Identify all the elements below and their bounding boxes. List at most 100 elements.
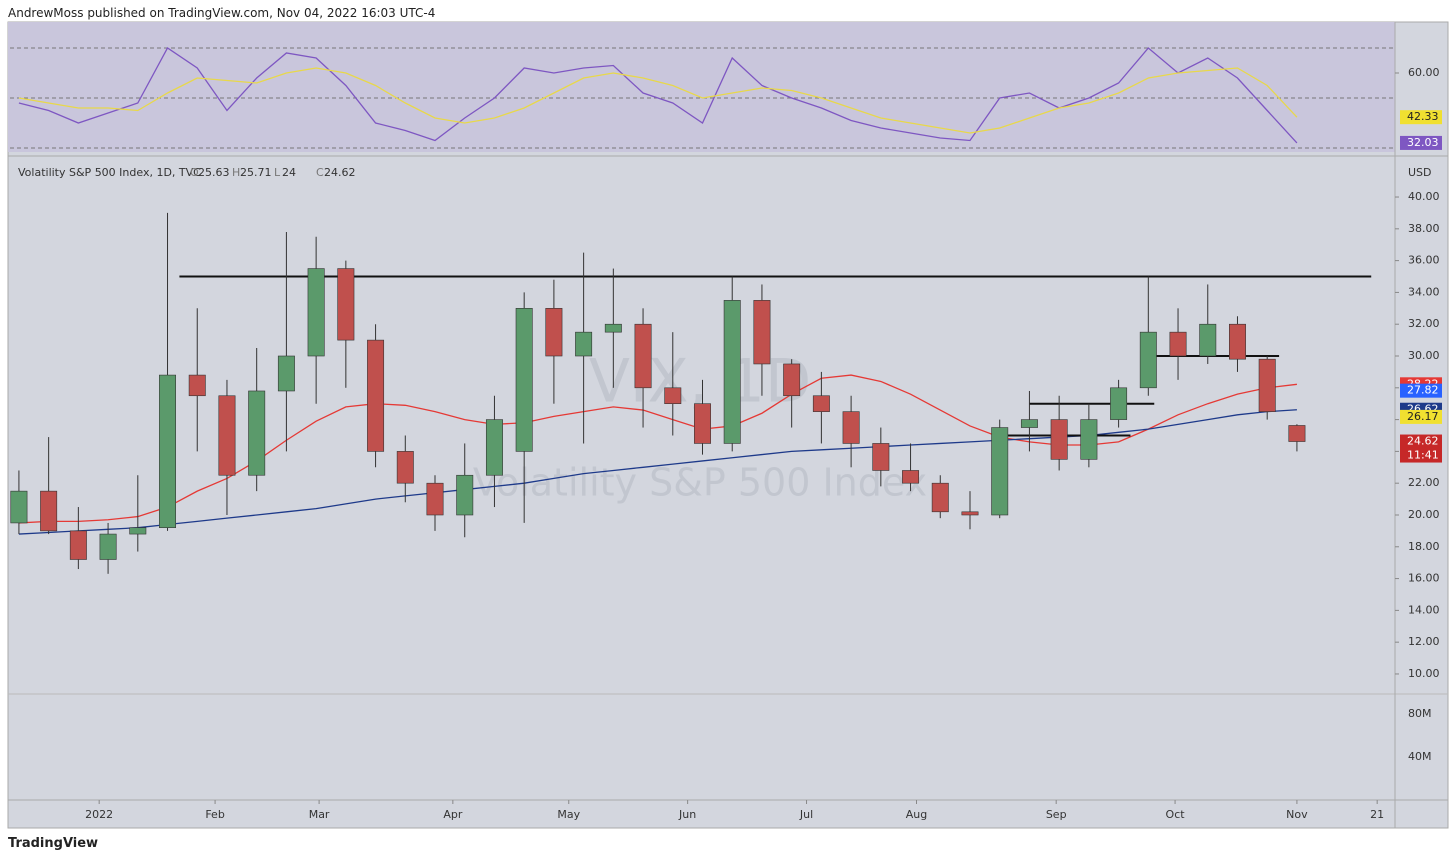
candle-body — [248, 390, 266, 476]
candle-body — [753, 300, 771, 365]
candle-body — [545, 308, 563, 357]
x-tick-label: Sep — [1046, 808, 1067, 821]
legend-key: C — [316, 166, 324, 179]
x-tick-label: Nov — [1286, 808, 1308, 821]
candle-body — [931, 482, 949, 513]
candle-body — [159, 374, 176, 529]
legend-value: 24 — [282, 166, 296, 179]
y-tick-label: 12.00 — [1408, 635, 1440, 648]
y-tick-label: 36.00 — [1408, 254, 1440, 267]
y-tick-label: 20.00 — [1408, 508, 1440, 521]
y-tick-label: 32.00 — [1408, 317, 1440, 330]
legend-value: 25.71 — [240, 166, 272, 179]
candle-body — [723, 300, 741, 444]
line-series — [18, 47, 1298, 144]
x-tick-label: Mar — [309, 808, 330, 821]
x-tick-label: Jul — [799, 808, 813, 821]
candle-body — [515, 308, 533, 452]
legend-value: 24.62 — [324, 166, 356, 179]
x-tick-label: 2022 — [85, 808, 113, 821]
candle-body — [99, 533, 117, 560]
price-label: 32.03 — [1407, 136, 1439, 149]
y-tick-label: 16.00 — [1408, 572, 1440, 585]
x-tick-label: Apr — [443, 808, 463, 821]
rsi-panel — [8, 22, 1395, 152]
publisher: AndrewMoss published on TradingView.com,… — [8, 6, 436, 20]
candle-body — [961, 511, 979, 516]
legend-key: O — [190, 166, 199, 179]
candle-body — [218, 395, 236, 476]
price-label-box — [1400, 409, 1442, 424]
x-tick-label: Oct — [1166, 808, 1186, 821]
price-label-box — [1400, 383, 1442, 398]
legend-key: H — [232, 166, 240, 179]
watermark-sub: Volatility S&P 500 Index — [473, 461, 927, 505]
candle-body — [10, 490, 28, 524]
candle-body — [1139, 331, 1157, 389]
line-series — [18, 67, 1298, 134]
candle-body — [129, 527, 147, 535]
volume-axis-label: 80M — [1408, 707, 1432, 720]
candle-body — [872, 443, 890, 471]
candle-body — [396, 451, 414, 484]
y-tick-label: 18.00 — [1408, 540, 1440, 553]
candle-body — [277, 355, 295, 392]
y-tick-label: 14.00 — [1408, 603, 1440, 616]
y-tick-label: 38.00 — [1408, 222, 1440, 235]
countdown: 11:41 — [1407, 449, 1439, 462]
price-label: 24.62 — [1407, 435, 1439, 448]
candle-body — [307, 268, 325, 357]
x-tick-label: Jun — [678, 808, 696, 821]
footer-brand: TradingView — [8, 836, 99, 851]
price-label-box — [1400, 434, 1442, 463]
candle-body — [902, 470, 920, 484]
candle-body — [575, 331, 593, 357]
candle-body — [1169, 331, 1187, 357]
legend-value: 25.63 — [198, 166, 230, 179]
candle-body — [1229, 323, 1246, 360]
candle-body — [1050, 419, 1068, 460]
candle-body — [485, 419, 503, 476]
x-tick-label: 21 — [1370, 808, 1384, 821]
candle-body — [69, 530, 87, 560]
currency: USD — [1408, 166, 1432, 179]
y-tick-label: 22.00 — [1408, 476, 1440, 489]
legend-key: L — [274, 166, 281, 179]
x-tick-label: Feb — [205, 808, 224, 821]
candle-body — [367, 339, 385, 452]
price-label-box — [1400, 110, 1442, 125]
candle-body — [812, 395, 830, 412]
x-tick-label: Aug — [906, 808, 927, 821]
x-tick-label: May — [557, 808, 580, 821]
candle-body — [991, 427, 1009, 516]
price-label: 42.33 — [1407, 110, 1439, 123]
candle-body — [1288, 425, 1306, 442]
price-label: 26.17 — [1407, 410, 1439, 423]
candle-body — [337, 268, 355, 341]
candle-body — [188, 374, 206, 397]
y-tick-label: 34.00 — [1408, 285, 1440, 298]
volume-axis-label: 40M — [1408, 750, 1432, 763]
candle-body — [634, 323, 652, 389]
candle-body — [604, 323, 622, 333]
candle-body — [783, 363, 801, 397]
y-tick-label: 30.00 — [1408, 349, 1440, 362]
y-tick-label: 10.00 — [1408, 667, 1440, 680]
candle-body — [1258, 358, 1276, 412]
candle-body — [1080, 419, 1098, 460]
candle-body — [842, 411, 860, 444]
candle-body — [40, 490, 58, 532]
candle-body — [1199, 323, 1217, 357]
candle-body — [1020, 419, 1038, 428]
legend-title: Volatility S&P 500 Index, 1D, TVC — [18, 166, 201, 179]
candle-body — [1110, 387, 1128, 420]
price-label: 27.82 — [1407, 384, 1439, 397]
y-tick-label: 40.00 — [1408, 190, 1440, 203]
candle-body — [456, 474, 474, 516]
candle-body — [694, 403, 711, 444]
candle-body — [426, 482, 444, 516]
y-tick-label: 60.00 — [1408, 66, 1440, 79]
price-label-box — [1400, 135, 1442, 150]
